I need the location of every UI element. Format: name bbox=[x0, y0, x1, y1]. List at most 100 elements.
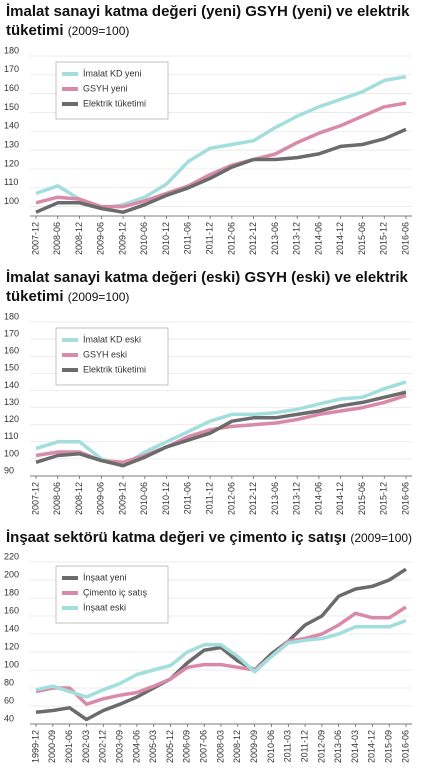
x-tick-label: 2004-06 bbox=[131, 730, 141, 763]
x-tick-label: 2006-09 bbox=[182, 730, 192, 763]
y-tick-label: 170 bbox=[4, 328, 19, 338]
x-tick-label: 2015-06 bbox=[357, 482, 367, 515]
x-tick-label: 2014-06 bbox=[313, 222, 323, 255]
x-tick-label: 2001-06 bbox=[64, 730, 74, 763]
series-line bbox=[35, 380, 407, 468]
x-tick-label: 2012-06 bbox=[226, 222, 236, 255]
legend-label: İnşaat eski bbox=[83, 602, 126, 612]
subtitle: (2009=100) bbox=[67, 24, 130, 38]
series-line bbox=[35, 390, 407, 468]
y-tick-label: 140 bbox=[4, 121, 19, 131]
x-tick-label: 2010-06 bbox=[139, 482, 149, 515]
series-line bbox=[35, 605, 407, 706]
legend-label: Çimento iç satış bbox=[83, 587, 148, 597]
x-tick-label: 2005-03 bbox=[148, 730, 158, 763]
x-tick-label: 2012-06 bbox=[226, 482, 236, 515]
x-tick-label: 2008-12 bbox=[232, 730, 242, 763]
x-tick-label: 2012-12 bbox=[248, 222, 258, 255]
x-tick-label: 2015-12 bbox=[379, 222, 389, 255]
chart: 100 110 120 130 140 150 160 170 180 2007-12 2008-0… bbox=[4, 46, 412, 255]
x-tick-label: 2010-12 bbox=[161, 482, 171, 515]
x-tick-label: 2014-03 bbox=[350, 730, 360, 763]
x-tick-label: 2008-12 bbox=[74, 222, 84, 255]
x-tick-label: 2015-09 bbox=[384, 730, 394, 763]
y-tick-label: 100 bbox=[4, 448, 19, 458]
y-tick-label: 120 bbox=[4, 414, 19, 424]
title-text: İmalat sanayi katma değeri (yeni) GSYH (… bbox=[6, 3, 410, 39]
x-tick-label: 2011-12 bbox=[204, 222, 214, 254]
x-tick-label: 2009-12 bbox=[117, 482, 127, 515]
x-tick-label: 2008-12 bbox=[74, 482, 84, 515]
y-tick-label: 180 bbox=[4, 46, 19, 55]
x-tick-label: 2009-06 bbox=[96, 482, 106, 515]
x-tick-label: 2011-06 bbox=[183, 482, 193, 514]
title-text: İnşaat sektörü katma değeri ve çimento i… bbox=[6, 529, 347, 546]
x-tick-label: 2012-12 bbox=[248, 482, 258, 515]
y-tick-label: 120 bbox=[4, 158, 19, 168]
x-tick-label: 2007-12 bbox=[30, 482, 40, 515]
x-tick-label: 2014-06 bbox=[313, 482, 323, 515]
y-tick-label: 90 bbox=[4, 465, 14, 475]
y-tick-label: 170 bbox=[4, 64, 19, 74]
chart-title: İnşaat sektörü katma değeri ve çimento i… bbox=[6, 528, 424, 548]
x-tick-label: 2014-12 bbox=[367, 730, 377, 763]
x-tick-label: 2011-12 bbox=[299, 730, 309, 762]
y-tick-label: 120 bbox=[4, 641, 19, 651]
x-tick-label: 2011-03 bbox=[283, 730, 293, 762]
series-line bbox=[35, 127, 407, 214]
x-tick-label: 2009-06 bbox=[96, 222, 106, 255]
x-tick-label: 2008-06 bbox=[52, 482, 62, 515]
x-tick-label: 2007-06 bbox=[199, 730, 209, 763]
x-tick-label: 2010-12 bbox=[161, 222, 171, 255]
legend-label: İmalat KD eski bbox=[83, 334, 141, 344]
x-tick-label: 2013-06 bbox=[270, 222, 280, 255]
x-tick-label: 2011-12 bbox=[204, 482, 214, 514]
x-tick-label: 2015-12 bbox=[379, 482, 389, 515]
chart: 40 60 80 100 120 140 160 180 200 220 1999-12 2000-0… bbox=[4, 552, 412, 763]
chart-title: İmalat sanayi katma değeri (yeni) GSYH (… bbox=[6, 2, 424, 41]
x-tick-label: 2013-12 bbox=[292, 482, 302, 515]
y-tick-label: 140 bbox=[4, 380, 19, 390]
chart-title: İmalat sanayi katma değeri (eski) GSYH (… bbox=[6, 268, 424, 307]
y-tick-label: 160 bbox=[4, 346, 19, 356]
y-tick-label: 180 bbox=[4, 312, 19, 321]
y-tick-label: 110 bbox=[4, 177, 18, 187]
y-tick-label: 220 bbox=[4, 552, 19, 561]
x-tick-label: 2014-12 bbox=[335, 482, 345, 515]
title-text: İmalat sanayi katma değeri (eski) GSYH (… bbox=[6, 269, 408, 305]
y-tick-label: 80 bbox=[4, 677, 14, 687]
series-line bbox=[35, 567, 407, 722]
x-tick-label: 2013-12 bbox=[292, 222, 302, 255]
x-tick-label: 2003-09 bbox=[114, 730, 124, 763]
x-tick-label: 2016-06 bbox=[400, 730, 410, 763]
y-tick-label: 100 bbox=[4, 196, 19, 206]
legend-label: Elektrik tüketimi bbox=[83, 98, 146, 108]
x-tick-label: 2007-12 bbox=[30, 222, 40, 255]
x-tick-label: 2016-06 bbox=[400, 482, 410, 515]
y-tick-label: 150 bbox=[4, 363, 19, 373]
x-tick-label: 2016-06 bbox=[400, 222, 410, 255]
y-tick-label: 130 bbox=[4, 139, 19, 149]
legend-label: GSYH yeni bbox=[83, 83, 128, 93]
series-line bbox=[35, 618, 407, 699]
x-tick-label: 2012-09 bbox=[316, 730, 326, 763]
x-tick-label: 1999-12 bbox=[30, 730, 40, 763]
chart: 90 100 110 120 130 140 150 160 170 180 2007-12 2008… bbox=[4, 312, 412, 515]
subtitle: (2009=100) bbox=[350, 531, 413, 545]
x-tick-label: 2010-06 bbox=[139, 222, 149, 255]
x-tick-label: 2011-06 bbox=[183, 222, 193, 254]
x-tick-label: 2013-06 bbox=[333, 730, 343, 763]
x-tick-label: 2005-12 bbox=[165, 730, 175, 763]
y-tick-label: 40 bbox=[4, 713, 14, 723]
x-tick-label: 2000-09 bbox=[47, 730, 57, 763]
y-tick-label: 160 bbox=[4, 605, 19, 615]
legend-label: İnşaat yeni bbox=[83, 572, 127, 582]
y-tick-label: 180 bbox=[4, 587, 19, 597]
y-tick-label: 60 bbox=[4, 695, 14, 705]
y-tick-label: 160 bbox=[4, 83, 19, 93]
x-tick-label: 2010-06 bbox=[266, 730, 276, 763]
legend-label: GSYH eski bbox=[83, 349, 127, 359]
x-tick-label: 2014-12 bbox=[335, 222, 345, 255]
x-tick-label: 2008-06 bbox=[52, 222, 62, 255]
